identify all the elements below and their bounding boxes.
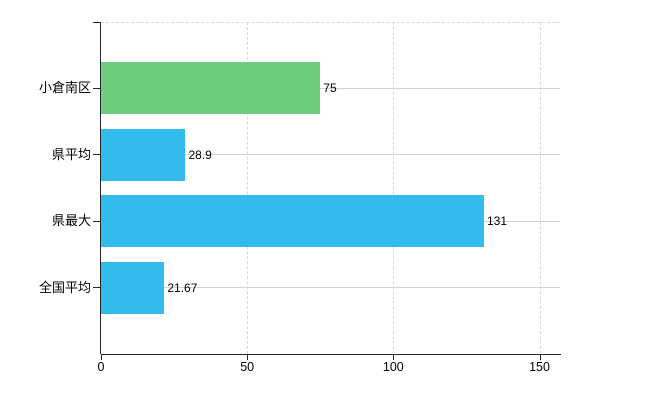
x-tick-label: 150 [529,360,550,374]
bar-value-label: 21.67 [167,280,198,295]
y-axis-tick [93,220,101,222]
category-label: 全国平均 [38,279,91,295]
x-axis-tick [247,354,249,360]
x-axis-tick [101,354,102,360]
plot-top-border [101,22,560,23]
x-tick-label: 0 [97,360,105,374]
bar-小倉南区[interactable] [101,62,321,115]
y-axis-tick [93,154,101,156]
bar-県平均[interactable] [101,128,186,181]
y-axis-line [100,22,101,354]
x-axis-tick [393,354,395,360]
x-tick-label: 100 [382,360,404,374]
x-axis-line [101,354,561,355]
vertical-gridline [393,22,395,354]
category-gridline [101,87,560,89]
vertical-gridline [247,22,249,354]
bar-value-label: 131 [486,214,508,229]
bar-全国平均[interactable] [101,261,165,314]
category-label: 県平均 [51,146,91,162]
x-tick-label: 50 [240,360,255,374]
category-gridline [101,287,560,289]
plot-area: 75 28.9 131 21.67 [101,22,560,354]
category-label: 小倉南区 [38,80,91,96]
x-axis-tick [539,354,541,360]
bar-value-label: 28.9 [188,147,212,162]
category-gridline [101,154,560,156]
y-axis-tick [93,287,101,289]
bar-value-label: 75 [323,81,337,96]
y-axis-tick [93,87,101,89]
bar-県最大[interactable] [101,195,484,248]
y-axis-top-tick [93,21,101,23]
category-label: 県最大 [51,213,91,229]
vertical-gridline [539,22,541,354]
